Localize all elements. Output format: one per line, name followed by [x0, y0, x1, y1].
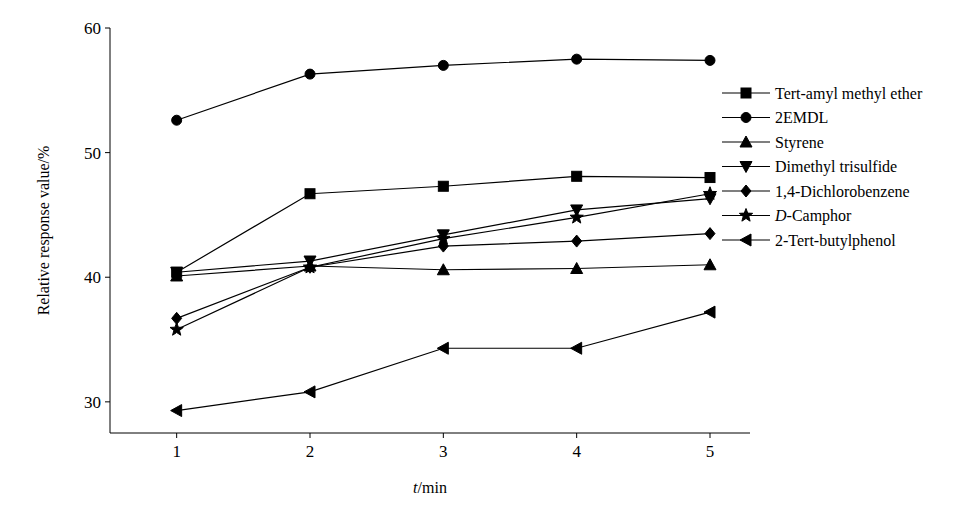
- plot-area: [170, 54, 717, 416]
- series-line: [177, 199, 710, 273]
- series: [172, 54, 715, 125]
- data-point: [571, 342, 582, 354]
- legend-label: Styrene: [775, 134, 824, 152]
- data-point: [172, 115, 182, 125]
- data-point: [437, 264, 449, 275]
- series-line: [177, 234, 710, 319]
- data-point: [305, 189, 315, 199]
- series: [170, 187, 717, 335]
- x-tick: [576, 433, 577, 438]
- legend-label: D-Camphor: [774, 207, 852, 225]
- legend-item: Styrene: [722, 134, 824, 152]
- y-axis: [110, 28, 111, 433]
- legend-marker: [740, 136, 752, 147]
- legend-label-part: D: [774, 207, 787, 224]
- y-tick-label: 50: [84, 144, 101, 163]
- x-tick-label: 1: [172, 442, 181, 461]
- legend-marker: [741, 88, 751, 98]
- x-tick: [710, 433, 711, 438]
- legend-marker: [739, 209, 752, 222]
- series: [171, 259, 716, 281]
- legend: Tert-amyl methyl ether 2EMDL Styrene Dimeth…: [722, 85, 923, 250]
- legend-item: Dimethyl trisulfide: [722, 158, 897, 176]
- x-tick-label: 3: [439, 442, 448, 461]
- data-point: [171, 405, 182, 417]
- data-point: [437, 342, 448, 354]
- data-point: [570, 210, 583, 223]
- data-point: [705, 228, 715, 240]
- y-axis-label: Relative response value/%: [35, 146, 53, 316]
- series-line: [177, 176, 710, 272]
- series-line: [177, 312, 710, 410]
- data-point: [303, 260, 316, 273]
- x-tick-label: 5: [706, 442, 715, 461]
- legend-item: 2EMDL: [722, 109, 828, 126]
- legend-label-part: -Camphor: [787, 207, 853, 225]
- legend-item: Tert-amyl methyl ether: [722, 85, 923, 103]
- series: [171, 194, 716, 279]
- series: [172, 228, 715, 325]
- legend-item: 2-Tert-butylphenol: [722, 232, 896, 250]
- legend-item: D-Camphor: [722, 207, 852, 225]
- x-axis-label-part: /min: [418, 479, 447, 496]
- y-tick: [105, 401, 110, 402]
- legend-label: 2-Tert-butylphenol: [775, 232, 896, 250]
- series-line: [177, 194, 710, 330]
- data-point: [705, 55, 715, 65]
- legend-marker: [741, 113, 751, 123]
- y-tick-label: 40: [84, 268, 101, 287]
- x-tick-label: 4: [572, 442, 581, 461]
- data-point: [572, 171, 582, 181]
- data-point: [170, 323, 183, 336]
- legend-marker: [740, 162, 752, 173]
- data-point: [704, 306, 715, 318]
- x-tick-label: 2: [306, 442, 315, 461]
- y-tick-label: 30: [84, 393, 101, 412]
- series: [171, 306, 715, 416]
- data-point: [571, 263, 583, 274]
- series: [172, 171, 715, 277]
- series-line: [177, 59, 710, 120]
- data-point: [572, 235, 582, 247]
- data-point: [705, 173, 715, 183]
- chart: 30 40 50 60 1 2 3 4 5 t/min Relative response valu…: [0, 0, 977, 508]
- legend-item: 1,4-Dichlorobenzene: [722, 183, 910, 200]
- y-tick-label: 60: [84, 19, 101, 38]
- data-point: [703, 187, 716, 200]
- y-tick: [105, 152, 110, 153]
- data-point: [305, 69, 315, 79]
- legend-label: Tert-amyl methyl ether: [775, 85, 923, 103]
- y-tick: [105, 28, 110, 29]
- x-tick: [443, 433, 444, 438]
- x-tick: [176, 433, 177, 438]
- legend-label: 1,4-Dichlorobenzene: [775, 183, 910, 200]
- x-tick: [310, 433, 311, 438]
- data-point: [304, 386, 315, 398]
- legend-marker: [741, 185, 751, 197]
- data-point: [438, 60, 448, 70]
- x-axis-label: t/min: [413, 479, 447, 496]
- data-point: [438, 181, 448, 191]
- x-axis: [110, 433, 750, 434]
- legend-marker: [740, 234, 751, 246]
- y-tick: [105, 277, 110, 278]
- data-point: [572, 54, 582, 64]
- legend-label: Dimethyl trisulfide: [775, 158, 897, 176]
- data-point: [437, 232, 450, 245]
- legend-label: 2EMDL: [775, 109, 828, 126]
- data-point: [171, 267, 183, 278]
- data-point: [704, 259, 716, 270]
